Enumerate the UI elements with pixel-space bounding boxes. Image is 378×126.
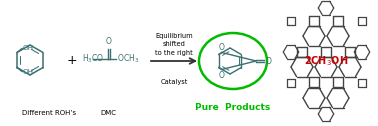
Text: Different ROH’s: Different ROH’s (22, 110, 76, 116)
Text: OH: OH (23, 70, 34, 75)
Text: Equilibrium
shifted
to the right: Equilibrium shifted to the right (155, 33, 193, 56)
Text: Catalyst: Catalyst (160, 79, 188, 85)
Text: O: O (219, 42, 225, 52)
Text: +: + (67, 55, 77, 68)
Text: O: O (219, 71, 225, 80)
Text: O: O (106, 37, 112, 46)
Text: OH: OH (23, 44, 34, 51)
Text: 2CH$_3$OH: 2CH$_3$OH (304, 54, 348, 68)
Text: OCH$_3$: OCH$_3$ (117, 53, 139, 65)
Text: H$_3$CO: H$_3$CO (82, 53, 104, 65)
Text: Pure  Products: Pure Products (195, 103, 271, 113)
Text: DMC: DMC (100, 110, 116, 116)
Text: O: O (266, 56, 272, 66)
